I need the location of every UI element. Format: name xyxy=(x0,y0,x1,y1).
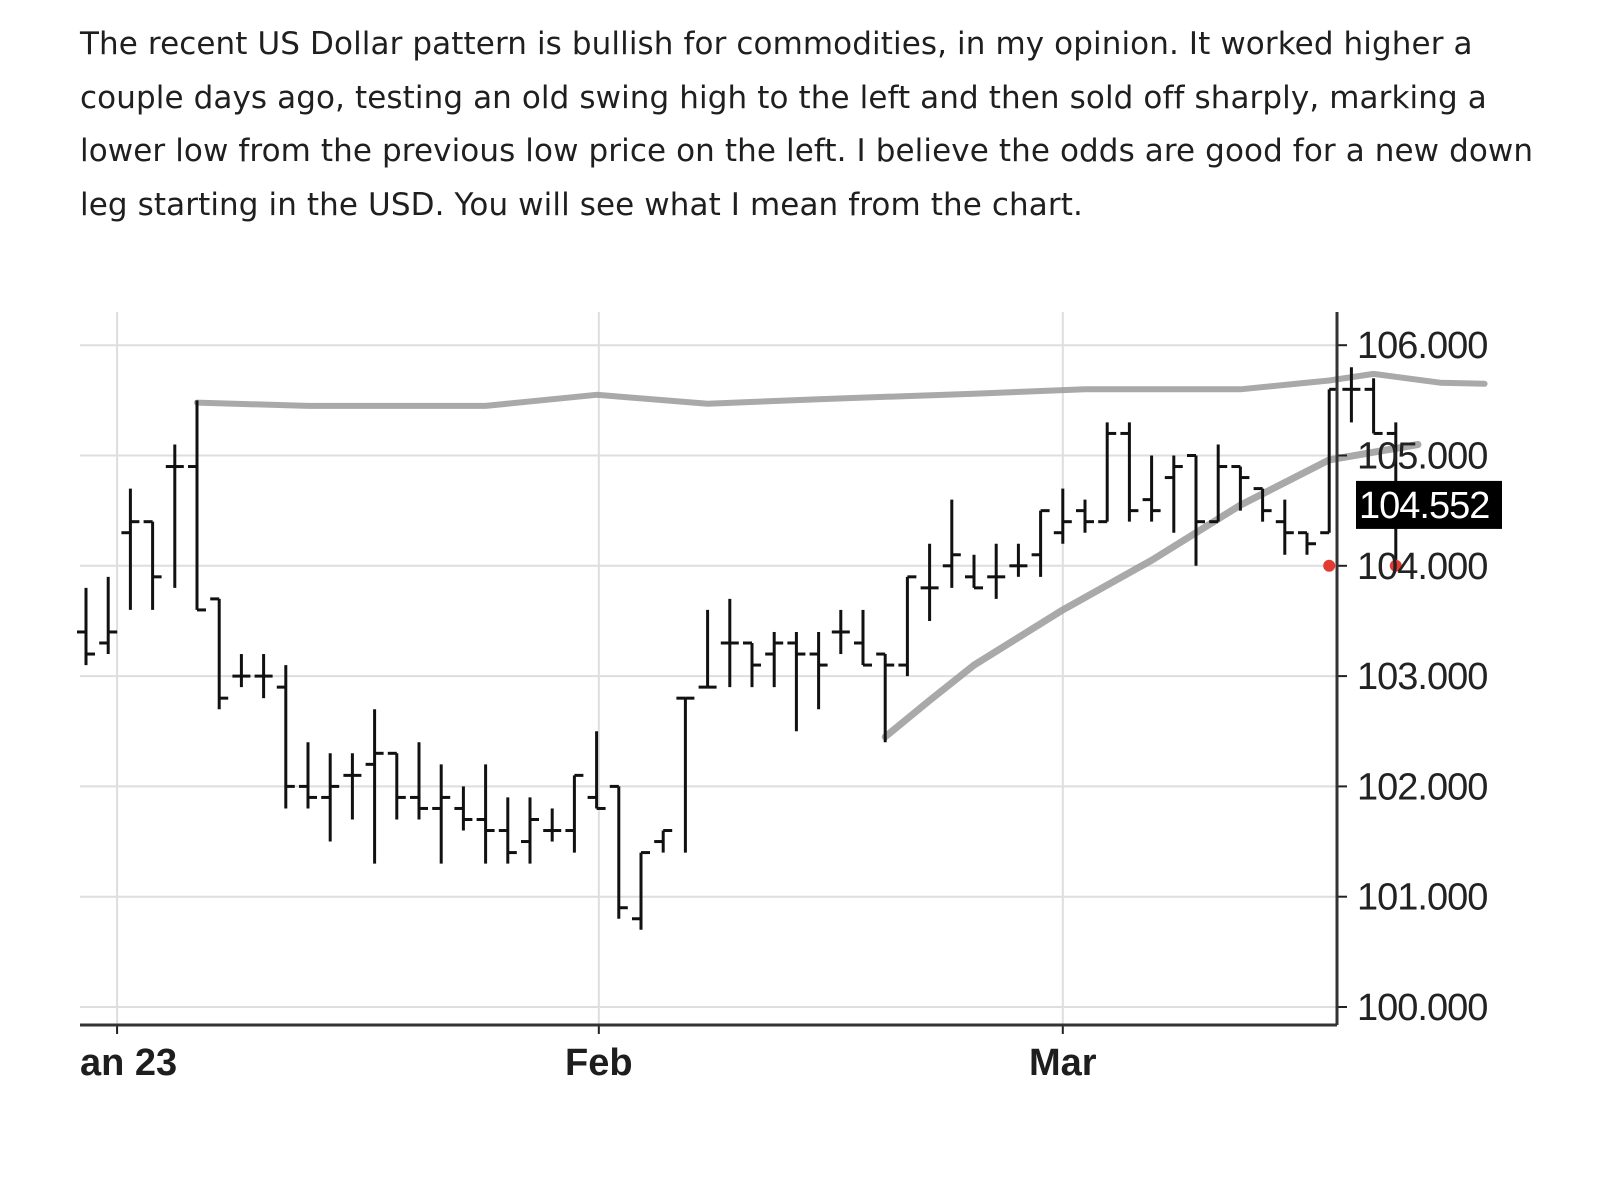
ohlc-bar xyxy=(1209,444,1228,524)
ohlc-bar xyxy=(1120,422,1139,522)
ohlc-bar xyxy=(565,773,584,853)
ohlc-bar xyxy=(965,554,983,590)
ohlc-bar xyxy=(299,742,317,809)
support-trendline xyxy=(881,441,1422,741)
ohlc-bar xyxy=(232,654,251,688)
ohlc-bar xyxy=(1298,531,1316,555)
ohlc-bar xyxy=(1009,543,1028,577)
ohlc-bar xyxy=(765,631,784,688)
ohlc-bar xyxy=(143,520,162,610)
ohlc-bar xyxy=(1364,378,1383,435)
ohlc-bar xyxy=(587,731,606,810)
ohlc-bar xyxy=(99,576,118,655)
y-tick-label: 102.000 xyxy=(1357,766,1487,808)
ohlc-bar xyxy=(321,753,340,842)
ohlc-bar xyxy=(1076,499,1094,533)
ohlc-bar xyxy=(498,797,517,864)
ohlc-bar xyxy=(432,764,451,864)
chart-grid xyxy=(80,312,1337,1025)
ohlc-bar xyxy=(987,543,1006,599)
ohlc-bar xyxy=(476,764,495,864)
low-marker xyxy=(1389,559,1402,572)
ohlc-bar xyxy=(1098,422,1117,524)
ohlc-bar xyxy=(387,751,406,820)
ohlc-bar xyxy=(787,631,806,732)
ohlc-bar xyxy=(276,665,295,809)
y-tick-label: 106.000 xyxy=(1357,325,1487,367)
ohlc-bar xyxy=(1231,465,1250,511)
ohlc-bar xyxy=(343,753,362,820)
ohlc-bar xyxy=(743,641,761,688)
article-paragraph: The recent US Dollar pattern is bullish … xyxy=(80,26,1534,223)
price-bars xyxy=(77,367,1405,930)
ohlc-bar xyxy=(942,499,961,588)
ohlc-bar xyxy=(165,444,184,588)
ohlc-bar xyxy=(632,851,650,930)
ohlc-bar xyxy=(876,652,895,743)
ohlc-bar xyxy=(1342,367,1361,423)
ohlc-bar xyxy=(698,609,717,689)
y-tick-label: 103.000 xyxy=(1357,656,1487,698)
ohlc-bar xyxy=(809,631,828,710)
ohlc-bar xyxy=(609,784,628,919)
y-tick-label: 105.000 xyxy=(1357,436,1487,478)
ohlc-bar xyxy=(254,654,273,699)
ohlc-bar xyxy=(121,488,140,610)
x-tick-label: Feb xyxy=(565,1042,633,1084)
ohlc-bar xyxy=(720,598,739,688)
ohlc-bar xyxy=(454,786,473,831)
ohlc-bar xyxy=(1253,487,1272,522)
ohlc-bar xyxy=(521,797,539,864)
trend-lines xyxy=(194,370,1488,741)
ohlc-bar xyxy=(1142,455,1161,522)
x-tick-label: an 23 xyxy=(80,1042,177,1084)
last-price-label: 104.552 xyxy=(1359,485,1489,527)
ohlc-bar xyxy=(365,709,384,864)
ohlc-bar xyxy=(654,829,673,853)
ohlc-bar xyxy=(1031,509,1050,577)
ohlc-bar xyxy=(920,543,939,621)
resistance-line xyxy=(194,370,1488,409)
low-markers xyxy=(1323,559,1402,572)
ohlc-bar xyxy=(210,597,229,710)
x-tick-label: Mar xyxy=(1029,1042,1097,1084)
ohlc-bar xyxy=(188,400,206,612)
ohlc-bar xyxy=(1187,454,1205,566)
ohlc-bar xyxy=(77,587,95,666)
ohlc-bar xyxy=(1164,455,1183,533)
chart-axes: 106.000 105.000 104.000 103.000 102.000 101.0… xyxy=(80,312,1502,1084)
ohlc-bar xyxy=(854,609,872,667)
ohlc-bar xyxy=(831,609,850,655)
ohlc-bar xyxy=(898,575,917,677)
ohlc-bar xyxy=(1053,488,1072,544)
low-marker xyxy=(1323,559,1336,572)
ohlc-bar xyxy=(676,696,695,853)
ohlc-bar xyxy=(410,742,428,820)
ohlc-bar xyxy=(543,808,562,842)
y-tick-label: 104.000 xyxy=(1357,546,1487,588)
ohlc-bar xyxy=(1275,499,1294,555)
y-tick-label: 100.000 xyxy=(1357,987,1487,1029)
last-price-badge xyxy=(1356,480,1502,529)
y-tick-label: 101.000 xyxy=(1357,877,1487,919)
